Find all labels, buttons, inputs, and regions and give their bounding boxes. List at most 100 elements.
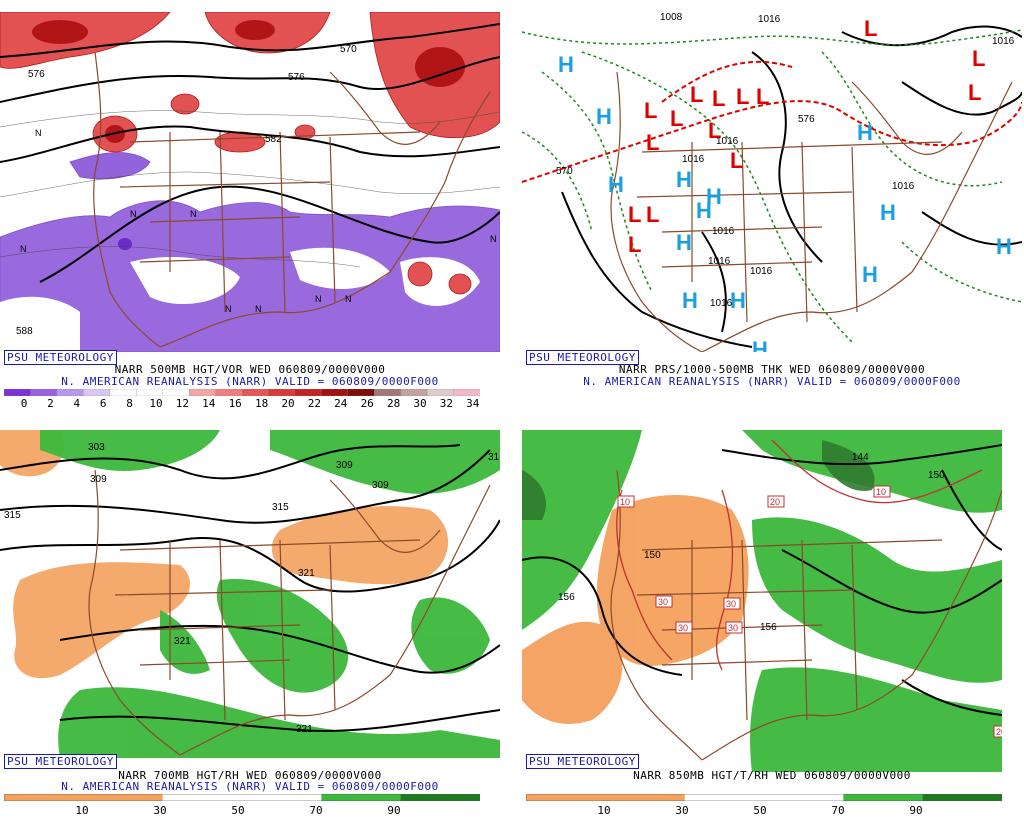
p3-contour-label: 315	[272, 502, 289, 513]
colorbar-tick-label: 16	[228, 397, 242, 410]
p3-contour-label: 309	[372, 480, 389, 491]
panel-700mb-rh: 303 309 309 309 315 315 321 321 321 31 P…	[0, 430, 500, 825]
colorbar-segment	[162, 389, 190, 396]
temp-label: 30	[728, 623, 738, 633]
map-850mb-temp-rh: 144 150 150 156 156 10 20 10 30 30 30	[522, 430, 1022, 772]
panel-title: NARR PRS/1000-500MB THK WED 060809/0000V…	[618, 363, 926, 376]
high-pressure-marker: H	[880, 200, 896, 225]
colorbar-tick-label: 26	[360, 397, 374, 410]
panel-subtitle: N. AMERICAN REANALYSIS (NARR) VALID = 06…	[61, 375, 439, 388]
svg-text:N: N	[345, 294, 352, 304]
colorbar-ticks: 10 30 50 70 90	[522, 805, 1022, 817]
colorbar-segment	[30, 389, 58, 396]
colorbar-tick-label: 30	[675, 804, 689, 817]
colorbar-segment	[374, 389, 402, 396]
high-pressure-marker: H	[676, 230, 692, 255]
colorbar	[4, 389, 480, 396]
colorbar-tick-label: 20	[281, 397, 295, 410]
low-pressure-marker: L	[646, 130, 659, 155]
colorbar-tick-label: 70	[831, 804, 845, 817]
p4-contour-label: 150	[644, 550, 661, 561]
p3-contour-label: 303	[88, 442, 105, 453]
low-pressure-marker: L	[644, 98, 657, 123]
low-pressure-marker: L	[972, 46, 985, 71]
p3-contour-label: 309	[336, 460, 353, 471]
p2-contour-label: 1016	[716, 136, 739, 147]
colorbar-segment	[56, 389, 84, 396]
colorbar-segment	[4, 389, 32, 396]
p2-contour-label: 1016	[712, 226, 735, 237]
colorbar-segment	[684, 794, 765, 801]
high-pressure-marker: H	[608, 172, 624, 197]
colorbar-tick-label: 24	[334, 397, 348, 410]
low-pressure-marker: L	[646, 202, 659, 227]
panel-subtitle: N. AMERICAN REANALYSIS (NARR) VALID = 06…	[61, 780, 439, 793]
colorbar-segment	[162, 794, 243, 801]
colorbar-segment	[526, 794, 606, 801]
colorbar	[4, 794, 480, 801]
p1-contour-label: 576	[288, 72, 305, 83]
map-500mb-vorticity: 576 582 588 570 576 N N N N N N N N N	[0, 12, 500, 352]
low-pressure-marker: L	[708, 118, 721, 143]
colorbar-segment	[400, 389, 428, 396]
low-pressure-marker: L	[730, 148, 743, 173]
high-pressure-marker: H	[730, 288, 746, 313]
colorbar-segment	[294, 389, 322, 396]
temp-label: 20	[770, 497, 780, 507]
colorbar-segment	[347, 389, 375, 396]
map-700mb-rh: 303 309 309 309 315 315 321 321 321 31	[0, 430, 500, 758]
p4-contour-label: 156	[760, 622, 777, 633]
panel-pressure-thickness: H H H H H H H H H H H H H H L L L L L	[522, 12, 1022, 407]
colorbar-segment	[321, 389, 349, 396]
high-pressure-marker: H	[862, 262, 878, 287]
p2-contour-label: 1016	[682, 154, 705, 165]
map-pressure-thickness: H H H H H H H H H H H H H H L L L L L	[522, 12, 1022, 352]
colorbar-segment	[83, 389, 111, 396]
high-pressure-marker: H	[596, 104, 612, 129]
p2-contour-label: 1016	[892, 181, 915, 192]
colorbar-segment	[242, 794, 322, 801]
p3-contour-label: 31	[488, 452, 500, 463]
temp-label: 10	[876, 487, 886, 497]
low-pressure-marker: L	[736, 84, 749, 109]
colorbar-tick-label: 50	[231, 804, 245, 817]
colorbar-ticks: 0 2 4 6 8 10 12 14 16 18 20 22 24 26 28 30 32 34	[0, 398, 500, 410]
svg-text:N: N	[490, 234, 497, 244]
temp-label: 30	[678, 623, 688, 633]
p2-contour-label: 1016	[992, 36, 1015, 47]
colorbar-tick-label: 12	[175, 397, 190, 410]
low-pressure-marker: L	[628, 202, 641, 227]
p2-contour-label: 1016	[710, 298, 733, 309]
low-pressure-marker: L	[864, 16, 877, 41]
colorbar-segment	[605, 794, 686, 801]
colorbar-segment	[843, 794, 924, 801]
panel-850mb-temp-rh: 144 150 150 156 156 10 20 10 30 30 30	[522, 430, 1022, 825]
colorbar-tick-label: 70	[309, 804, 323, 817]
colorbar-tick-label: 10	[149, 397, 163, 410]
panel-subtitle: N. AMERICAN REANALYSIS (NARR) VALID = 06…	[583, 375, 961, 388]
colorbar-segment	[83, 794, 164, 801]
colorbar-tick-label: 50	[753, 804, 767, 817]
svg-text:N: N	[130, 209, 137, 219]
colorbar-segment	[268, 389, 296, 396]
svg-text:N: N	[315, 294, 322, 304]
colorbar-segment	[453, 389, 480, 396]
svg-text:N: N	[255, 304, 262, 314]
colorbar-tick-label: 32	[439, 397, 454, 410]
colorbar-tick-label: 2	[47, 397, 54, 410]
colorbar-tick-label: 10	[597, 804, 611, 817]
low-pressure-marker: L	[968, 80, 981, 105]
p4-contour-label: 150	[928, 470, 945, 481]
p2-contour-label: 570	[556, 166, 573, 177]
colorbar-ticks: 10 30 50 70 90	[0, 805, 500, 817]
colorbar-tick-label: 30	[413, 397, 427, 410]
temp-label: 10	[620, 497, 630, 507]
source-label: PSU METEOROLOGY	[4, 350, 117, 365]
p4-contour-label: 156	[558, 592, 575, 603]
high-pressure-marker: H	[682, 288, 698, 313]
colorbar-tick-label: 30	[153, 804, 167, 817]
colorbar-tick-label: 8	[126, 397, 133, 410]
low-pressure-marker: L	[690, 82, 703, 107]
low-pressure-marker: L	[628, 232, 641, 257]
colorbar-segment	[136, 389, 164, 396]
